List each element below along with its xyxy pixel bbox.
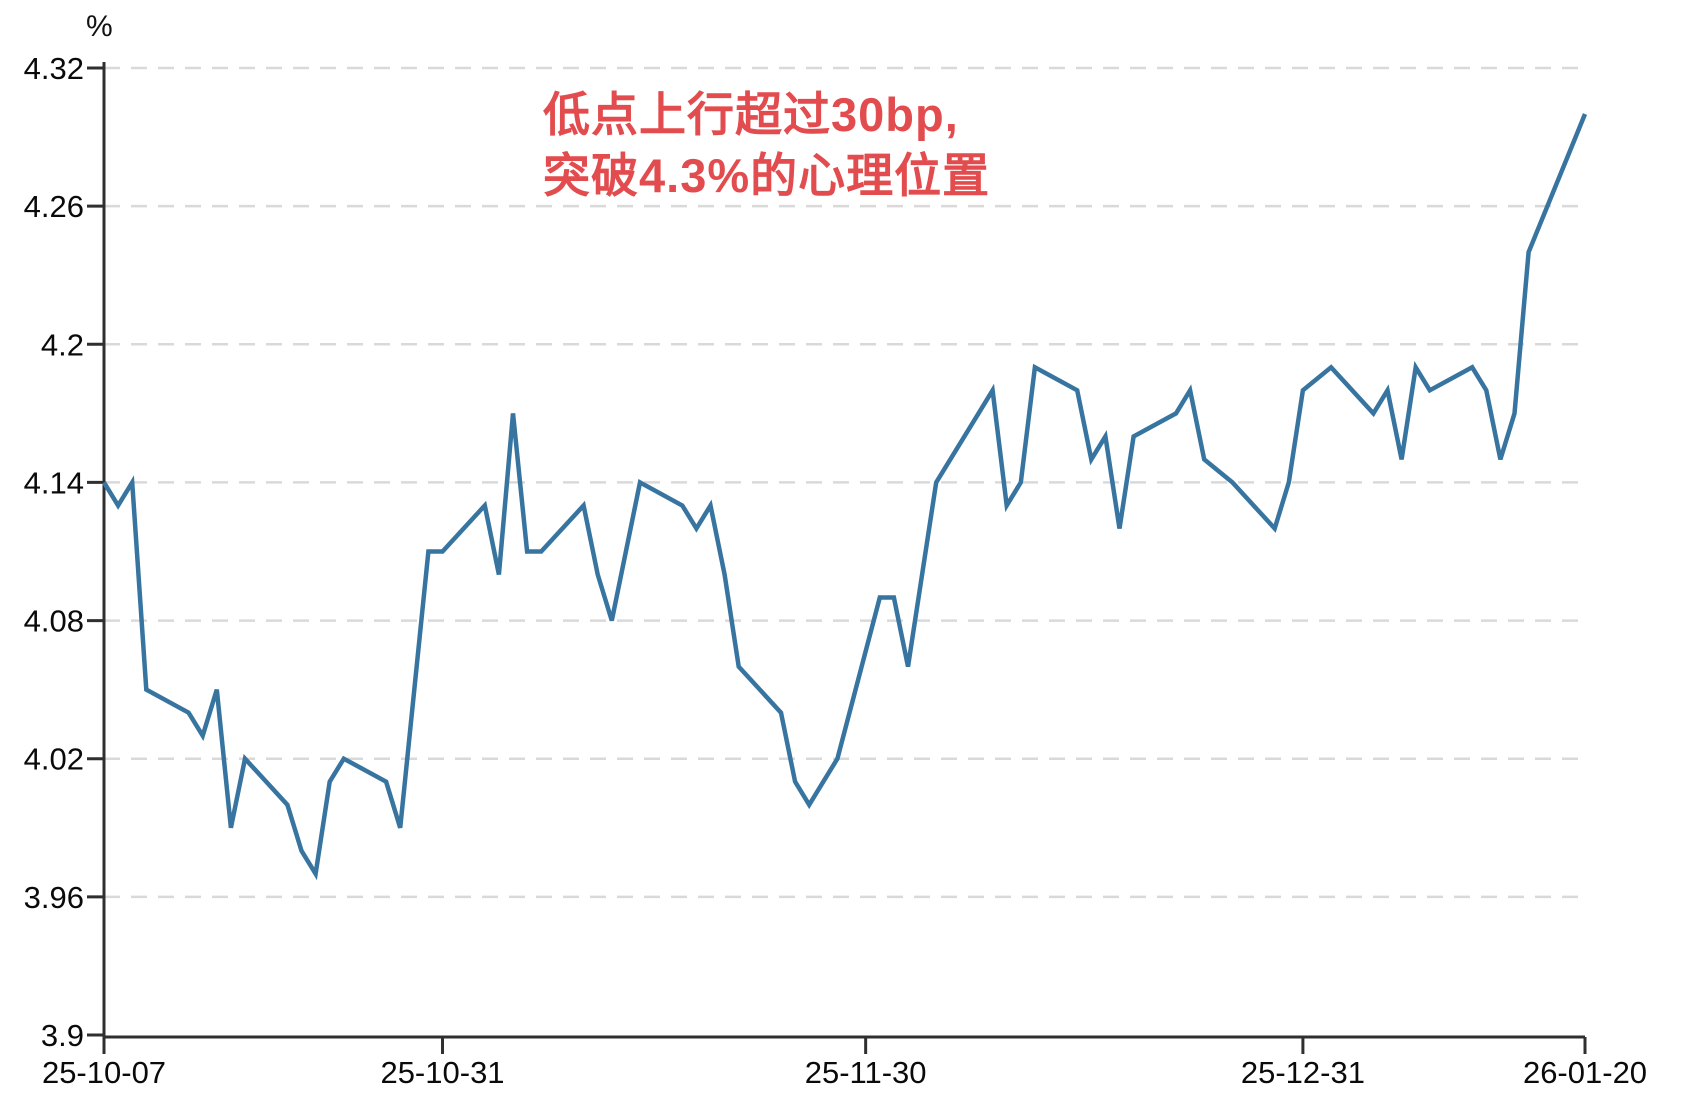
y-tick-label: 3.9 <box>41 1018 84 1053</box>
y-tick-label: 4.14 <box>24 465 84 500</box>
x-tick-label: 25-10-07 <box>42 1055 166 1090</box>
annotation-line-2: 突破4.3%的心理位置 <box>543 149 991 202</box>
x-tick-label: 25-12-31 <box>1241 1055 1365 1090</box>
y-tick-label: 4.32 <box>24 51 84 86</box>
y-tick-label: 4.08 <box>24 604 84 639</box>
x-tick-label: 25-11-30 <box>805 1055 927 1090</box>
x-tick-label: 25-10-31 <box>380 1055 504 1090</box>
y-tick-label: 4.2 <box>41 327 84 362</box>
y-tick-label: 4.02 <box>24 742 84 777</box>
y-tick-label: 4.26 <box>24 189 84 224</box>
axis-lines <box>102 62 1585 1039</box>
y-tick-label: 3.96 <box>24 880 84 915</box>
annotation-line-1: 低点上行超过30bp, <box>543 88 959 141</box>
annotation-text: 低点上行超过30bp, 突破4.3%的心理位置 <box>543 84 990 206</box>
y-axis-unit-label: % <box>86 10 113 43</box>
yield-line <box>102 113 1588 881</box>
x-tick-label: 26-01-20 <box>1523 1055 1647 1090</box>
